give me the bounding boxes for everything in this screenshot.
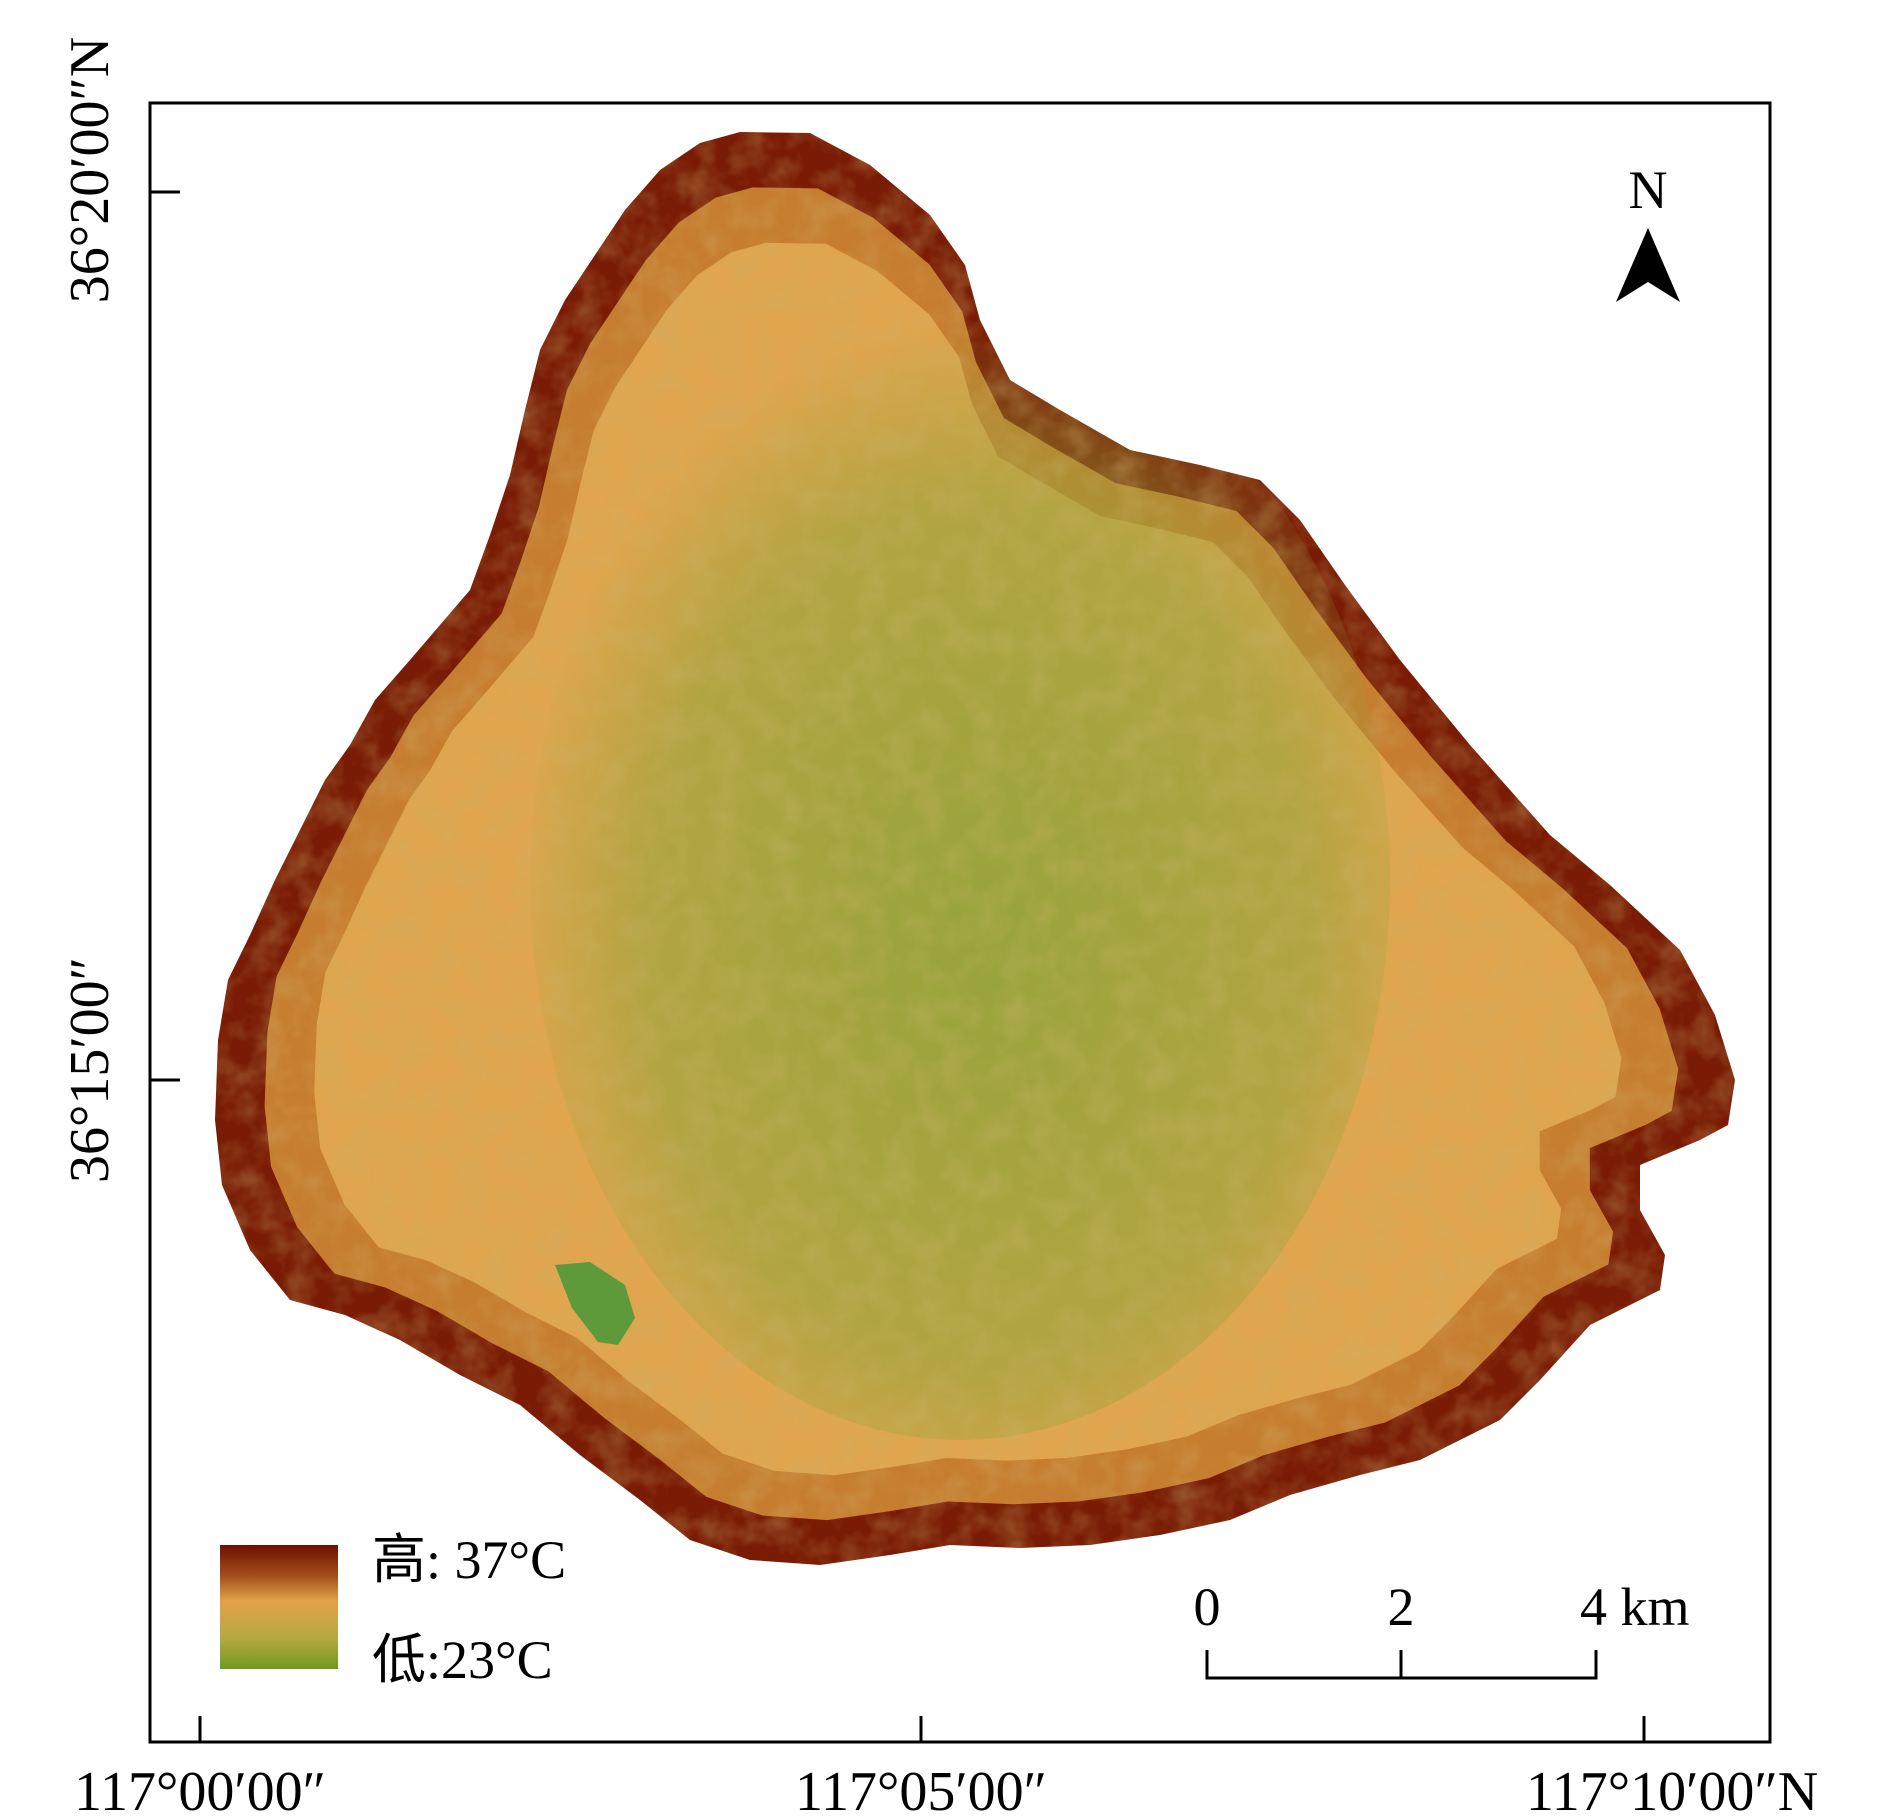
x-tick-label-3: 117°10′00″N xyxy=(1526,1761,1818,1819)
north-arrow-label: N xyxy=(1629,160,1668,220)
x-tick-label-2: 117°05′00″ xyxy=(795,1761,1047,1819)
scale-tick-label-4: 4 km xyxy=(1580,1577,1690,1637)
scale-tick-label-0: 0 xyxy=(1194,1577,1221,1637)
scale-tick-label-2: 2 xyxy=(1388,1577,1415,1637)
north-arrow: N xyxy=(1616,160,1680,302)
legend-high-label: 高: 37°C xyxy=(372,1530,566,1590)
north-arrow-icon xyxy=(1616,228,1680,302)
scale-bar-line xyxy=(1205,1650,1598,1680)
legend: 高: 37°C 低:23°C xyxy=(220,1530,566,1690)
x-tick-label-1: 117°00′00″ xyxy=(74,1761,326,1819)
y-tick-label-1: 36°20′00″N xyxy=(59,37,121,303)
legend-color-ramp xyxy=(220,1545,338,1669)
y-tick-label-2: 36°15′00″ xyxy=(59,957,121,1183)
axis-ticks xyxy=(150,190,1646,1742)
scale-bar: 0 2 4 km xyxy=(1194,1577,1690,1680)
reservoir xyxy=(555,1262,635,1345)
legend-low-label: 低:23°C xyxy=(372,1630,553,1690)
